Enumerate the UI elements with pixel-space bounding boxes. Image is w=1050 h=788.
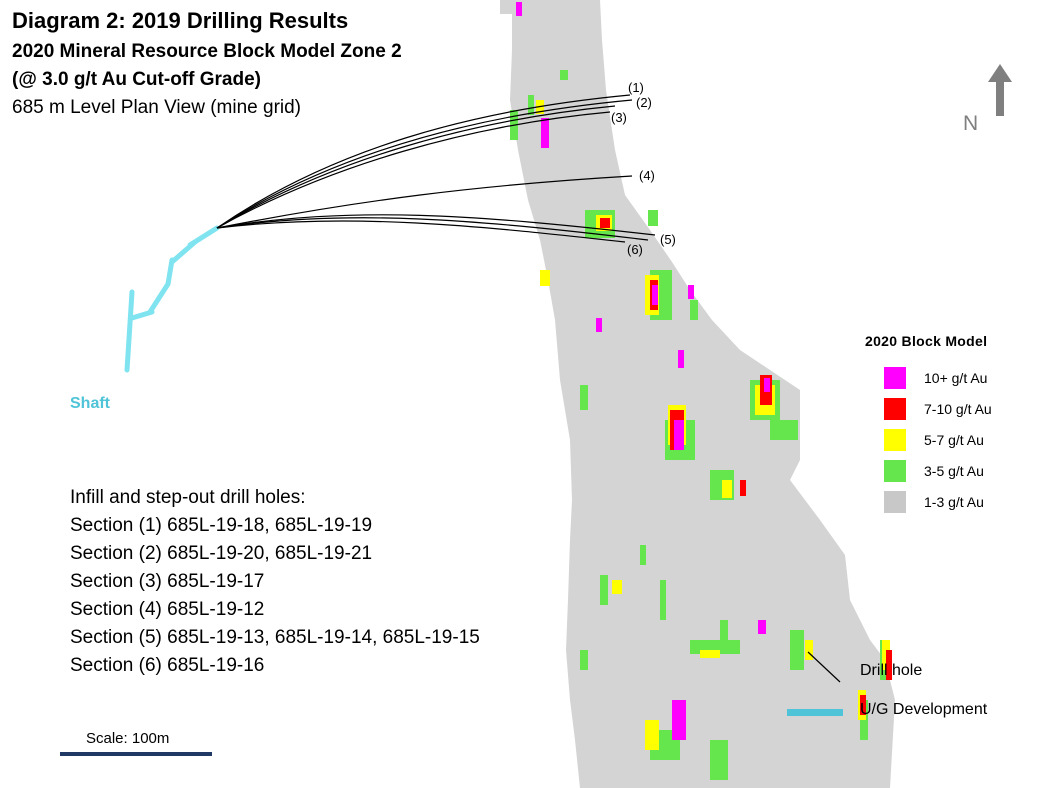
drill-hole-list: Infill and step-out drill holes: Section… [70,484,480,680]
scale-bar [60,752,212,756]
figure-subtitle-level: 685 m Level Plan View (mine grid) [12,97,302,118]
legend-swatch [884,491,906,513]
ug-development [124,225,220,373]
grade-10-plus-blocks [516,2,770,740]
legend-swatch [884,460,906,482]
section-label-1: (1) [628,80,644,95]
legend-swatch [884,429,906,451]
drill-hole-callout-label: Drill hole [860,662,923,679]
ug-development-callout-label: U/G Development [860,701,988,718]
drill-hole-section-4: Section (4) 685L-19-12 [70,599,265,620]
scale-label: Scale: 100m [86,730,170,747]
legend-label: 3-5 g/t Au [924,463,984,479]
figure-subtitle-model: 2020 Mineral Resource Block Model Zone 2 [12,41,402,62]
drill-hole-section-3: Section (3) 685L-19-17 [70,571,265,592]
drill-hole-section-1: Section (1) 685L-19-18, 685L-19-19 [70,515,373,536]
drill-hole-leader [807,651,841,683]
section-label-4: (4) [639,168,655,183]
drill-hole-section-5: Section (5) 685L-19-13, 685L-19-14, 685L… [70,627,480,648]
figure-title: Diagram 2: 2019 Drilling Results [12,8,349,33]
north-label: N [963,112,979,135]
block-model-zone [510,0,895,788]
legend-swatch [884,398,906,420]
ug-development-legend-bar [787,709,843,716]
legend-label: 10+ g/t Au [924,370,988,386]
drill-hole-section-2: Section (2) 685L-19-20, 685L-19-21 [70,543,373,564]
legend-label: 1-3 g/t Au [924,494,984,510]
legend-swatch [884,367,906,389]
legend-title: 2020 Block Model [865,333,988,349]
drill-hole-section-6: Section (6) 685L-19-16 [70,655,265,676]
figure-subtitle-cutoff: (@ 3.0 g/t Au Cut-off Grade) [12,69,261,90]
section-label-5: (5) [660,232,676,247]
legend-label: 7-10 g/t Au [924,401,992,417]
section-label-3: (3) [611,110,627,125]
drill-hole-list-heading: Infill and step-out drill holes: [70,487,306,508]
shaft-label: Shaft [70,395,110,412]
drill-hole-traces [216,94,656,243]
block-cluster [500,0,520,14]
section-label-2: (2) [636,95,652,110]
legend-label: 5-7 g/t Au [924,432,984,448]
north-arrow-icon [988,64,1012,116]
section-label-6: (6) [627,242,643,257]
